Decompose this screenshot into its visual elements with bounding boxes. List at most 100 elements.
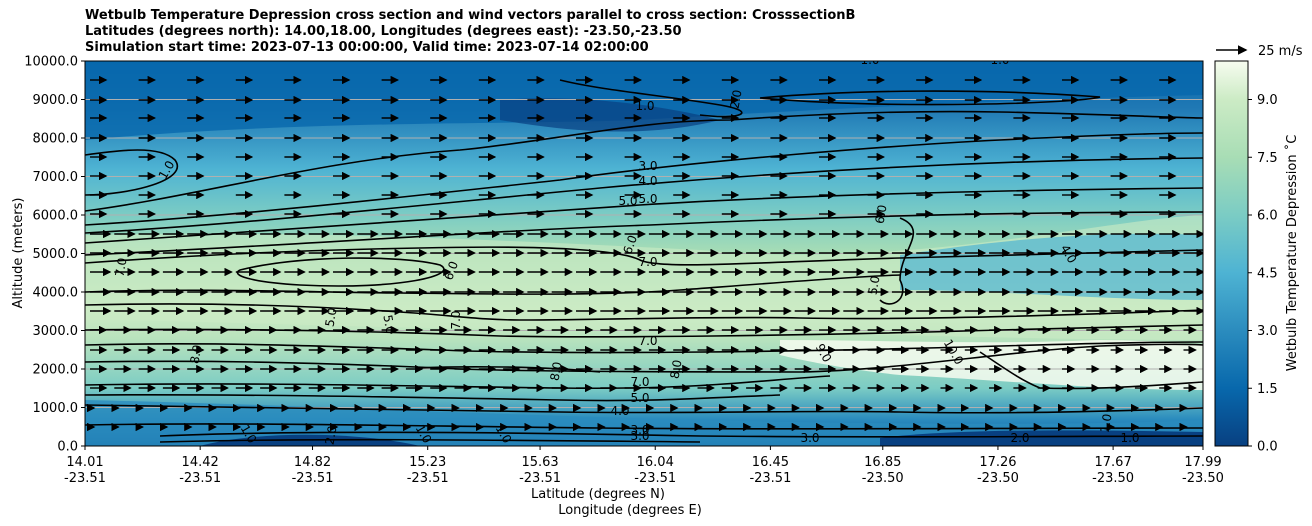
contour-label: 8.0 bbox=[548, 361, 565, 382]
contour-line bbox=[85, 157, 1203, 234]
title-line-3: Simulation start time: 2023-07-13 00:00:… bbox=[85, 40, 649, 55]
quiver-key-label: 25 m/s bbox=[1258, 44, 1303, 59]
plot-area: 1.0 1.01.0 2.01.0 3.04.05.0 5.06.07.06.07.07… bbox=[85, 53, 1203, 446]
colorbar-gradient bbox=[1214, 60, 1249, 447]
colorbar-label: Wetbulb Temperature Depression ˚C bbox=[1284, 135, 1300, 372]
x-tick-label-lat: 14.42 bbox=[182, 455, 219, 470]
colorbar-ticks: 0.0 1.5 3.0 4.5 6.0 7.5 9.0 bbox=[1248, 93, 1278, 455]
quiver-key: 25 m/s bbox=[1216, 44, 1303, 59]
y-tick-label: 6000.0 bbox=[33, 209, 79, 224]
contour-line bbox=[85, 303, 1203, 321]
x-tick-label-lat: 14.01 bbox=[66, 455, 103, 470]
x-tick-label-lat: 15.63 bbox=[521, 455, 558, 470]
x-tick-label-lat: 16.85 bbox=[864, 455, 901, 470]
colorbar-tick-label: 9.0 bbox=[1257, 93, 1278, 108]
x-axis-label-longitude: Longitude (degrees E) bbox=[558, 503, 702, 518]
colorbar-tick-label: 3.0 bbox=[1257, 324, 1278, 339]
contour-label: 1.0 bbox=[635, 99, 654, 113]
contour-label: 7.0 bbox=[113, 257, 130, 278]
x-tick-label-lat: 17.99 bbox=[1184, 455, 1221, 470]
contour-label: 4.0 bbox=[610, 404, 629, 418]
contour-label: 7.0 bbox=[630, 375, 649, 389]
contour-label: 5.0 bbox=[630, 391, 649, 405]
y-tick-label: 8000.0 bbox=[33, 132, 79, 147]
y-tick-label: 0.0 bbox=[57, 440, 78, 455]
x-tick-label-lon: -23.50 bbox=[977, 471, 1019, 486]
colorbar-tick-label: 7.5 bbox=[1257, 151, 1278, 166]
contour-label: 8.0 bbox=[188, 344, 205, 365]
contour-line bbox=[759, 90, 1101, 106]
y-axis-label: Altitude (meters) bbox=[11, 198, 26, 309]
chart-title: Wetbulb Temperature Depression cross sec… bbox=[85, 8, 855, 56]
contour-label: 2.0 bbox=[1010, 431, 1029, 445]
x-tick-label-lon: -23.51 bbox=[64, 471, 106, 486]
contour-label: 8.0 bbox=[668, 359, 685, 380]
y-tick-label: 7000.0 bbox=[33, 170, 79, 185]
contour-label: 3.0 bbox=[800, 431, 819, 445]
contour-line bbox=[879, 217, 915, 305]
contour-label: 2.0 bbox=[728, 89, 745, 110]
x-tick-label-lat: 17.67 bbox=[1095, 455, 1132, 470]
contour-label: 7.0 bbox=[449, 310, 463, 329]
contour-label: 1.0 bbox=[1120, 431, 1139, 445]
contour-line bbox=[85, 132, 1203, 226]
contour-label: 2.0 bbox=[323, 425, 340, 446]
y-tick-label: 3000.0 bbox=[33, 324, 79, 339]
contour-label: 5.0 bbox=[380, 314, 397, 335]
y-tick-label: 10000.0 bbox=[24, 55, 78, 70]
x-tick-label-lat: 15.23 bbox=[409, 455, 446, 470]
contour-label: 1.0 bbox=[1098, 413, 1115, 434]
contour-label: 7.0 bbox=[638, 334, 657, 348]
contour-line bbox=[85, 149, 179, 196]
x-tick-label-lat: 16.04 bbox=[637, 455, 674, 470]
x-tick-label-lat: 14.82 bbox=[294, 455, 331, 470]
y-tick-label: 9000.0 bbox=[33, 93, 79, 108]
contour-line bbox=[85, 211, 1203, 256]
colorbar-tick-label: 0.0 bbox=[1257, 440, 1278, 455]
y-tick-label: 1000.0 bbox=[33, 401, 79, 416]
x-tick-label-lon: -23.51 bbox=[749, 471, 791, 486]
x-tick-label-lon: -23.51 bbox=[519, 471, 561, 486]
wind-vectors bbox=[87, 75, 1203, 432]
contour-line bbox=[85, 404, 1203, 414]
contour-line bbox=[236, 257, 445, 287]
x-tick-label-lon: -23.50 bbox=[1182, 471, 1224, 486]
contour-label: 5.0 bbox=[618, 194, 637, 208]
y-tick-label: 4000.0 bbox=[33, 286, 79, 301]
title-line-1: Wetbulb Temperature Depression cross sec… bbox=[85, 8, 856, 23]
contour-line bbox=[85, 324, 1203, 338]
title-line-2: Latitudes (degrees north): 14.00,18.00, … bbox=[85, 24, 682, 39]
contour-label: 5.0 bbox=[323, 307, 340, 328]
contour-label: 4.0 bbox=[638, 174, 657, 188]
x-tick-label-lat: 16.45 bbox=[752, 455, 789, 470]
x-axis-label-latitude: Latitude (degrees N) bbox=[531, 487, 665, 502]
contour-line bbox=[85, 394, 781, 402]
contour-label: 1.0 bbox=[860, 53, 879, 67]
colorbar-tick-label: 1.5 bbox=[1257, 382, 1278, 397]
contour-label: 6.0 bbox=[873, 204, 890, 225]
x-tick-label-lon: -23.51 bbox=[634, 471, 676, 486]
contour-label: 3.0 bbox=[630, 429, 649, 443]
y-tick-label: 5000.0 bbox=[33, 247, 79, 262]
contour-label: 7.0 bbox=[638, 255, 657, 269]
contour-label: 6.0 bbox=[441, 259, 461, 282]
contour-line bbox=[159, 431, 1203, 438]
x-tick-label-lon: -23.50 bbox=[862, 471, 904, 486]
y-tick-label: 2000.0 bbox=[33, 363, 79, 378]
x-tick-label-lon: -23.51 bbox=[407, 471, 449, 486]
x-tick-label-lon: -23.50 bbox=[1092, 471, 1134, 486]
colorbar: 0.0 1.5 3.0 4.5 6.0 7.5 9.0 Wetbulb Temperatur… bbox=[1214, 60, 1300, 455]
colorbar-tick-label: 4.5 bbox=[1257, 266, 1278, 281]
contour-line bbox=[159, 438, 701, 443]
contour-label: 6.0 bbox=[620, 233, 640, 256]
x-tick-label-lat: 17.26 bbox=[979, 455, 1016, 470]
contour-label: 5.0 bbox=[638, 192, 657, 206]
colorbar-tick-label: 6.0 bbox=[1257, 209, 1278, 224]
y-axis: 0.0 1000.0 2000.0 3000.0 4000.0 5000.0 6000.0 7… bbox=[24, 55, 85, 455]
contour-label: 5.0 bbox=[866, 275, 883, 296]
x-axis: 14.01-23.5114.42-23.5114.82-23.5115.23-2… bbox=[64, 446, 1224, 486]
contour-label: 3.0 bbox=[630, 423, 649, 437]
contour-line bbox=[419, 366, 601, 373]
x-tick-label-lon: -23.51 bbox=[179, 471, 221, 486]
